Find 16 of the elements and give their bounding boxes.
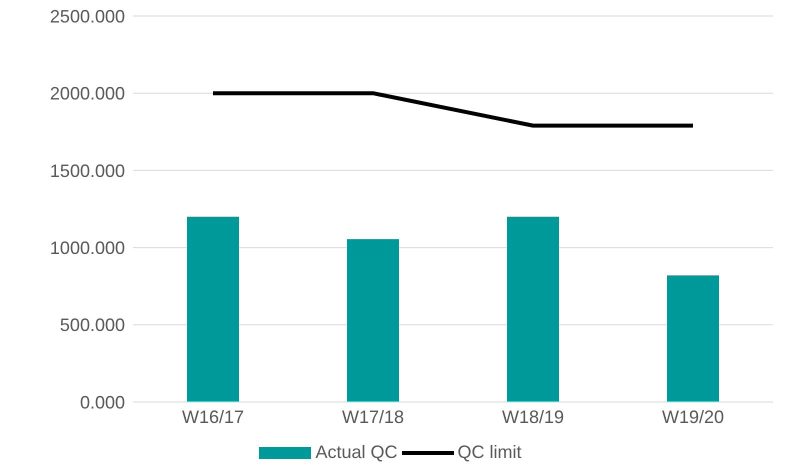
legend-label: Actual QC [315,442,398,463]
y-tick-label: 2500.000 [50,6,125,26]
y-tick-label: 0.000 [80,392,125,412]
x-tick-label: W16/17 [182,406,244,427]
y-tick-label: 2000.000 [50,84,125,104]
bar [667,275,719,402]
bar [507,216,559,402]
x-tick-label: W19/20 [662,406,724,427]
legend-label: QC limit [458,442,522,463]
y-tick-label: 500.000 [60,315,125,336]
x-tick-label: W18/19 [502,406,564,427]
bar [347,239,399,402]
x-tick-label: W17/18 [342,406,404,427]
y-tick-label: 1500.000 [50,160,125,181]
bar [187,216,239,402]
y-tick-label: 1000.000 [50,238,125,258]
